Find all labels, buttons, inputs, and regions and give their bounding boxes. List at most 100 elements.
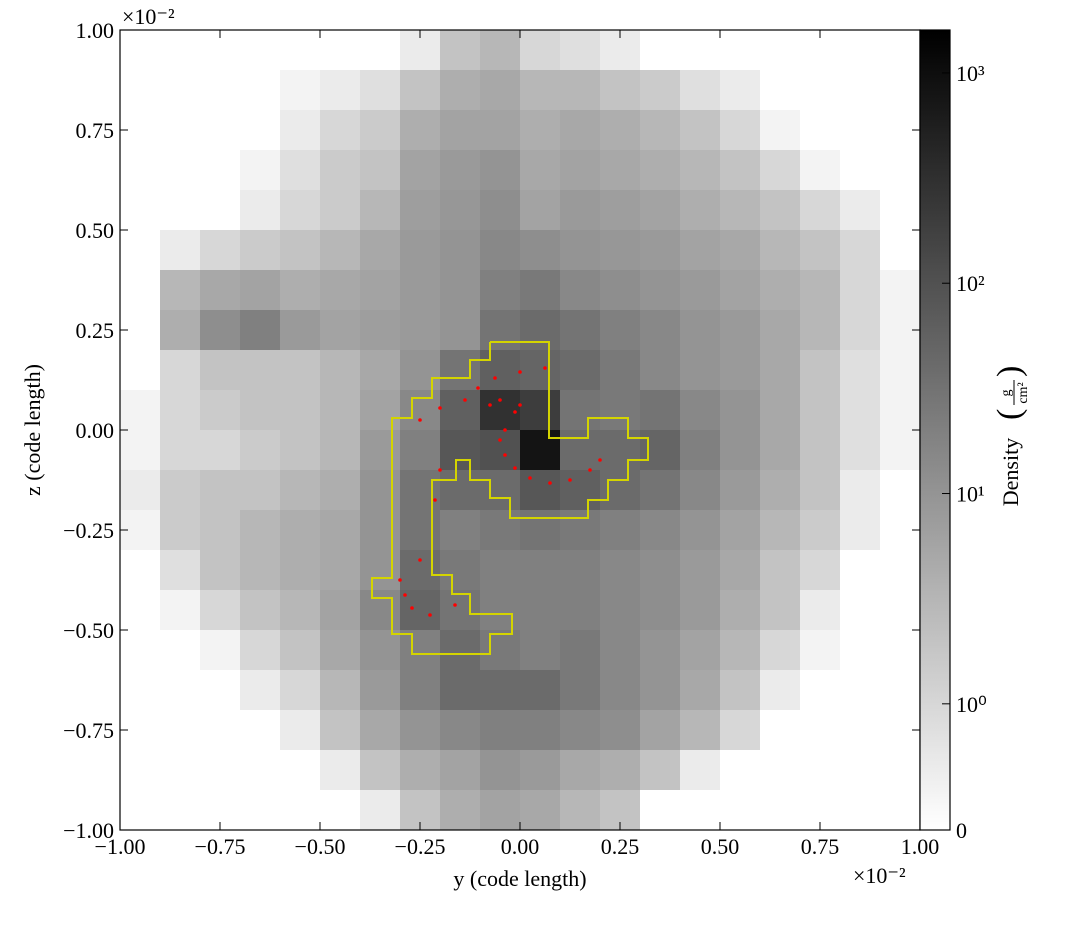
heatmap-cell (760, 510, 801, 551)
heatmap-cell (640, 670, 681, 711)
y-tick-label: −1.00 (63, 818, 114, 843)
heatmap-cell (880, 430, 921, 471)
heatmap-cell (640, 310, 681, 351)
heatmap-cell (640, 270, 681, 311)
heatmap-cell (800, 710, 841, 751)
heatmap-cell (720, 750, 761, 791)
heatmap-cell (160, 470, 201, 511)
heatmap-cell (280, 430, 321, 471)
heatmap-cell (240, 310, 281, 351)
heatmap-cell (480, 670, 521, 711)
heatmap-cell (120, 590, 161, 631)
heatmap-cell (640, 350, 681, 391)
heatmap-cell (200, 430, 241, 471)
heatmap-cell (520, 710, 561, 751)
heatmap-cell (240, 430, 281, 471)
heatmap-cell (200, 510, 241, 551)
heatmap-cell (640, 630, 681, 671)
heatmap-cell (560, 110, 601, 151)
heatmap-cell (560, 390, 601, 431)
heatmap-cell (600, 710, 641, 751)
heatmap-cell (600, 430, 641, 471)
heatmap-cell (520, 750, 561, 791)
heatmap-cell (720, 270, 761, 311)
heatmap-cell (680, 70, 721, 111)
heatmap-cell (600, 190, 641, 231)
heatmap-cell (880, 270, 921, 311)
heatmap-cell (680, 230, 721, 271)
heatmap-cell (200, 110, 241, 151)
heatmap-cell (240, 470, 281, 511)
paren: ( (991, 409, 1028, 420)
heatmap-cell (320, 190, 361, 231)
heatmap-cell (800, 550, 841, 591)
heatmap-cell (760, 110, 801, 151)
heatmap-cell (360, 470, 401, 511)
heatmap-cell (280, 390, 321, 431)
units-denominator: cm² (1016, 382, 1031, 403)
heatmap-cell (720, 790, 761, 831)
heatmap-cell (760, 350, 801, 391)
heatmap-cell (800, 310, 841, 351)
heatmap-cell (320, 310, 361, 351)
heatmap-cell (840, 510, 881, 551)
heatmap-cell (720, 710, 761, 751)
x-tick-label: −0.50 (295, 834, 346, 859)
heatmap-cell (480, 70, 521, 111)
heatmap-cell (520, 310, 561, 351)
colorbar-title: Density (998, 438, 1023, 506)
heatmap-cell (840, 310, 881, 351)
heatmap-cell (680, 750, 721, 791)
heatmap-cell (840, 150, 881, 191)
particle (548, 481, 552, 485)
heatmap-cell (160, 590, 201, 631)
heatmap-cell (720, 670, 761, 711)
heatmap-cell (240, 270, 281, 311)
particle (398, 578, 402, 582)
heatmap-cell (880, 590, 921, 631)
heatmap-cell (200, 190, 241, 231)
heatmap-cell (280, 350, 321, 391)
heatmap-cell (280, 630, 321, 671)
heatmap-cell (440, 110, 481, 151)
heatmap-cell (640, 190, 681, 231)
heatmap-cell (160, 150, 201, 191)
heatmap-cell (720, 190, 761, 231)
heatmap-cell (160, 270, 201, 311)
heatmap-cell (680, 310, 721, 351)
heatmap-cell (720, 390, 761, 431)
heatmap-cell (120, 430, 161, 471)
heatmap-cell (240, 230, 281, 271)
heatmap-cell (320, 630, 361, 671)
heatmap-cell (520, 150, 561, 191)
heatmap-cell (160, 510, 201, 551)
heatmap-cell (400, 350, 441, 391)
colorbar-label: Density ( g cm² ) (991, 366, 1031, 507)
heatmap-cell (240, 70, 281, 111)
y-tick-label: 0.00 (76, 418, 115, 443)
particle (428, 613, 432, 617)
heatmap-cell (440, 430, 481, 471)
heatmap-cell (720, 30, 761, 71)
particle (433, 498, 437, 502)
heatmap-cell (240, 550, 281, 591)
heatmap-cell (880, 150, 921, 191)
heatmap-cell (440, 510, 481, 551)
y-tick-label: 0.25 (76, 318, 115, 343)
heatmap-cell (640, 590, 681, 631)
particle (498, 398, 502, 402)
heatmap-cell (880, 470, 921, 511)
particle (503, 428, 507, 432)
y-axis-label: z (code length) (20, 364, 45, 496)
heatmap-cell (680, 30, 721, 71)
heatmap-cell (320, 430, 361, 471)
heatmap-cell (360, 590, 401, 631)
heatmap-cell (680, 470, 721, 511)
heatmap-cell (760, 790, 801, 831)
heatmap-cell (400, 270, 441, 311)
heatmap-cell (400, 750, 441, 791)
heatmap-cell (120, 30, 161, 71)
heatmap-cell (160, 670, 201, 711)
heatmap-cell (360, 310, 401, 351)
particle (598, 458, 602, 462)
